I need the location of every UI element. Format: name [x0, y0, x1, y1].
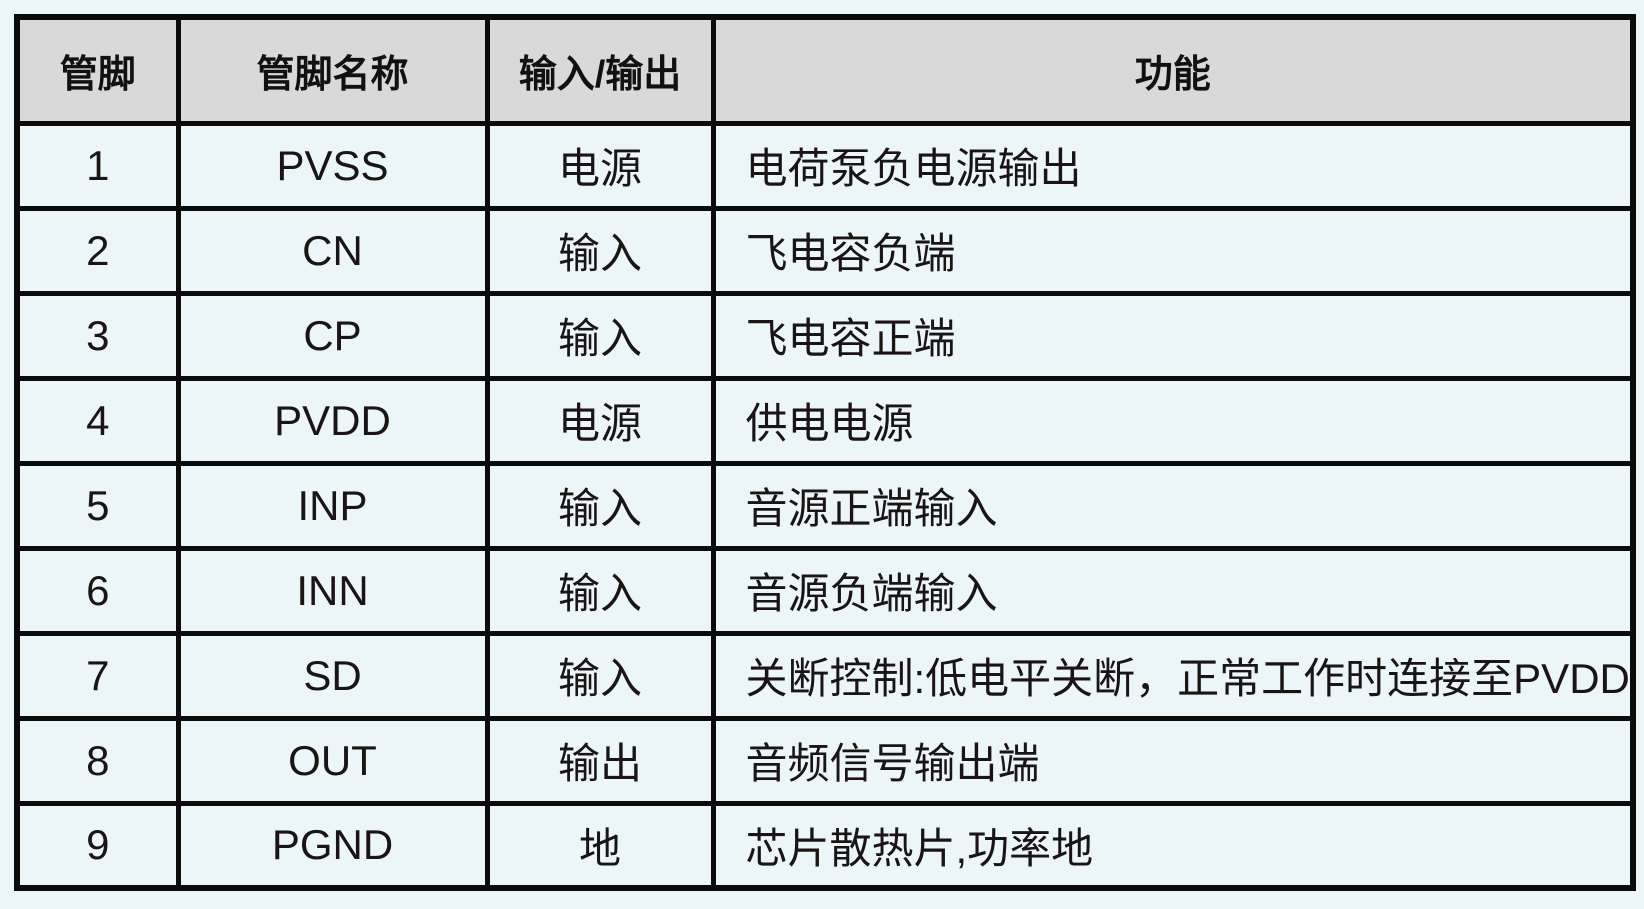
function-cell: 芯片散热片,功率地	[710, 800, 1636, 891]
pin-cell: 3	[14, 290, 181, 381]
io-cell: 输入	[484, 290, 716, 381]
table-row: 1 PVSS 电源 电荷泵负电源输出	[14, 120, 1636, 211]
io-cell: 输入	[484, 205, 716, 296]
pin-name-cell: OUT	[175, 715, 490, 806]
pin-name-cell: CN	[175, 205, 490, 296]
pin-name-cell: INN	[175, 545, 490, 636]
header-name: 管脚名称	[175, 14, 490, 126]
header-row: 管脚 管脚名称 输入/输出 功能	[14, 14, 1636, 126]
header-io: 输入/输出	[484, 14, 716, 126]
pin-cell: 8	[14, 715, 181, 806]
table-row: 6 INN 输入 音源负端输入	[14, 545, 1636, 636]
io-cell: 电源	[484, 375, 716, 466]
pin-function-table: 管脚 管脚名称 输入/输出 功能 1 PVSS 电源 电荷泵负电源输出 2 CN…	[14, 14, 1636, 891]
function-cell: 音源负端输入	[710, 545, 1636, 636]
pin-cell: 7	[14, 630, 181, 721]
function-cell: 飞电容负端	[710, 205, 1636, 296]
function-cell: 音源正端输入	[710, 460, 1636, 551]
pin-name-cell: INP	[175, 460, 490, 551]
table-row: 8 OUT 输出 音频信号输出端	[14, 715, 1636, 806]
pin-cell: 2	[14, 205, 181, 296]
pin-name-cell: PVDD	[175, 375, 490, 466]
pin-cell: 6	[14, 545, 181, 636]
pin-name-cell: SD	[175, 630, 490, 721]
table-row: 7 SD 输入 关断控制:低电平关断，正常工作时连接至PVDD	[14, 630, 1636, 721]
io-cell: 输入	[484, 460, 716, 551]
io-cell: 输出	[484, 715, 716, 806]
function-cell: 供电电源	[710, 375, 1636, 466]
pin-cell: 4	[14, 375, 181, 466]
table-row: 3 CP 输入 飞电容正端	[14, 290, 1636, 381]
pin-name-cell: PGND	[175, 800, 490, 891]
header-func: 功能	[710, 14, 1636, 126]
function-cell: 音频信号输出端	[710, 715, 1636, 806]
function-cell: 关断控制:低电平关断，正常工作时连接至PVDD	[710, 630, 1636, 721]
pin-cell: 9	[14, 800, 181, 891]
table-row: 2 CN 输入 飞电容负端	[14, 205, 1636, 296]
pin-cell: 1	[14, 120, 181, 211]
io-cell: 地	[484, 800, 716, 891]
pin-name-cell: PVSS	[175, 120, 490, 211]
pin-cell: 5	[14, 460, 181, 551]
header-pin: 管脚	[14, 14, 181, 126]
io-cell: 输入	[484, 545, 716, 636]
io-cell: 电源	[484, 120, 716, 211]
table-row: 4 PVDD 电源 供电电源	[14, 375, 1636, 466]
function-cell: 飞电容正端	[710, 290, 1636, 381]
table-row: 9 PGND 地 芯片散热片,功率地	[14, 800, 1636, 891]
pin-name-cell: CP	[175, 290, 490, 381]
io-cell: 输入	[484, 630, 716, 721]
table-row: 5 INP 输入 音源正端输入	[14, 460, 1636, 551]
function-cell: 电荷泵负电源输出	[710, 120, 1636, 211]
